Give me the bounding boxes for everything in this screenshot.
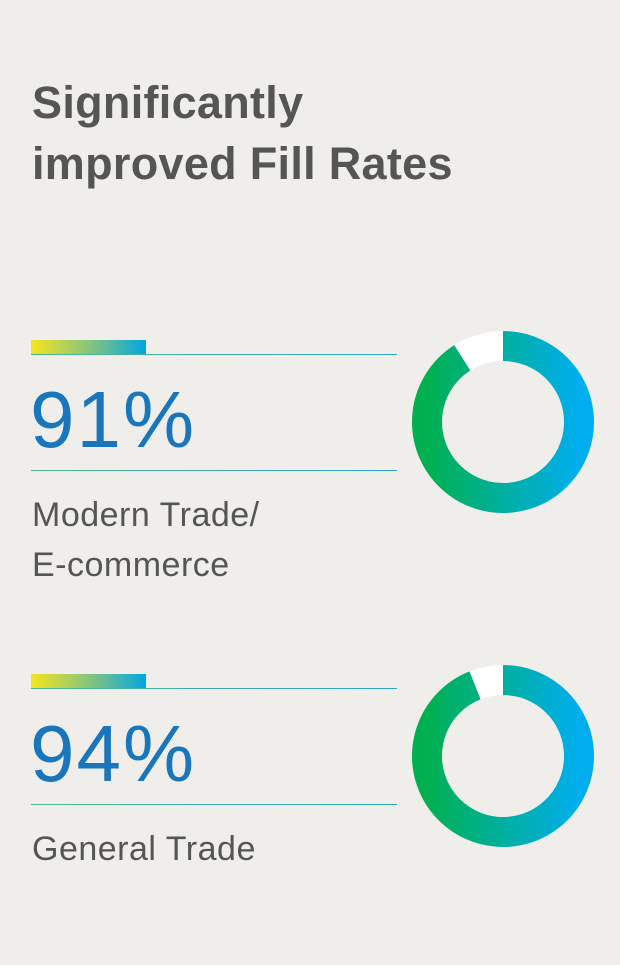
metric-label: General Trade [32,824,362,874]
metric-general-trade: 94% General Trade [0,664,620,924]
divider-bottom [31,470,397,471]
divider-top [31,354,397,355]
metric-label-line-1: Modern Trade/ [32,496,260,534]
metric-label-line-2: E-commerce [32,546,230,584]
donut-value-segment [412,665,594,847]
donut-chart-general-trade [412,665,594,847]
page-title: Significantly improved Fill Rates [32,72,592,194]
divider-top [31,688,397,689]
donut-value-segment [412,331,594,513]
accent-bar [31,340,146,355]
donut-chart-modern-trade [412,331,594,513]
metric-label: Modern Trade/ E-commerce [32,490,362,590]
divider-bottom [31,804,397,805]
metric-value: 94% [30,709,197,798]
metric-modern-trade: 91% Modern Trade/ E-commerce [0,330,620,590]
title-line-2: improved Fill Rates [32,138,453,189]
title-line-1: Significantly [32,77,304,128]
metric-value: 91% [30,375,197,464]
metric-label-line-1: General Trade [32,830,256,868]
accent-bar [31,674,146,689]
